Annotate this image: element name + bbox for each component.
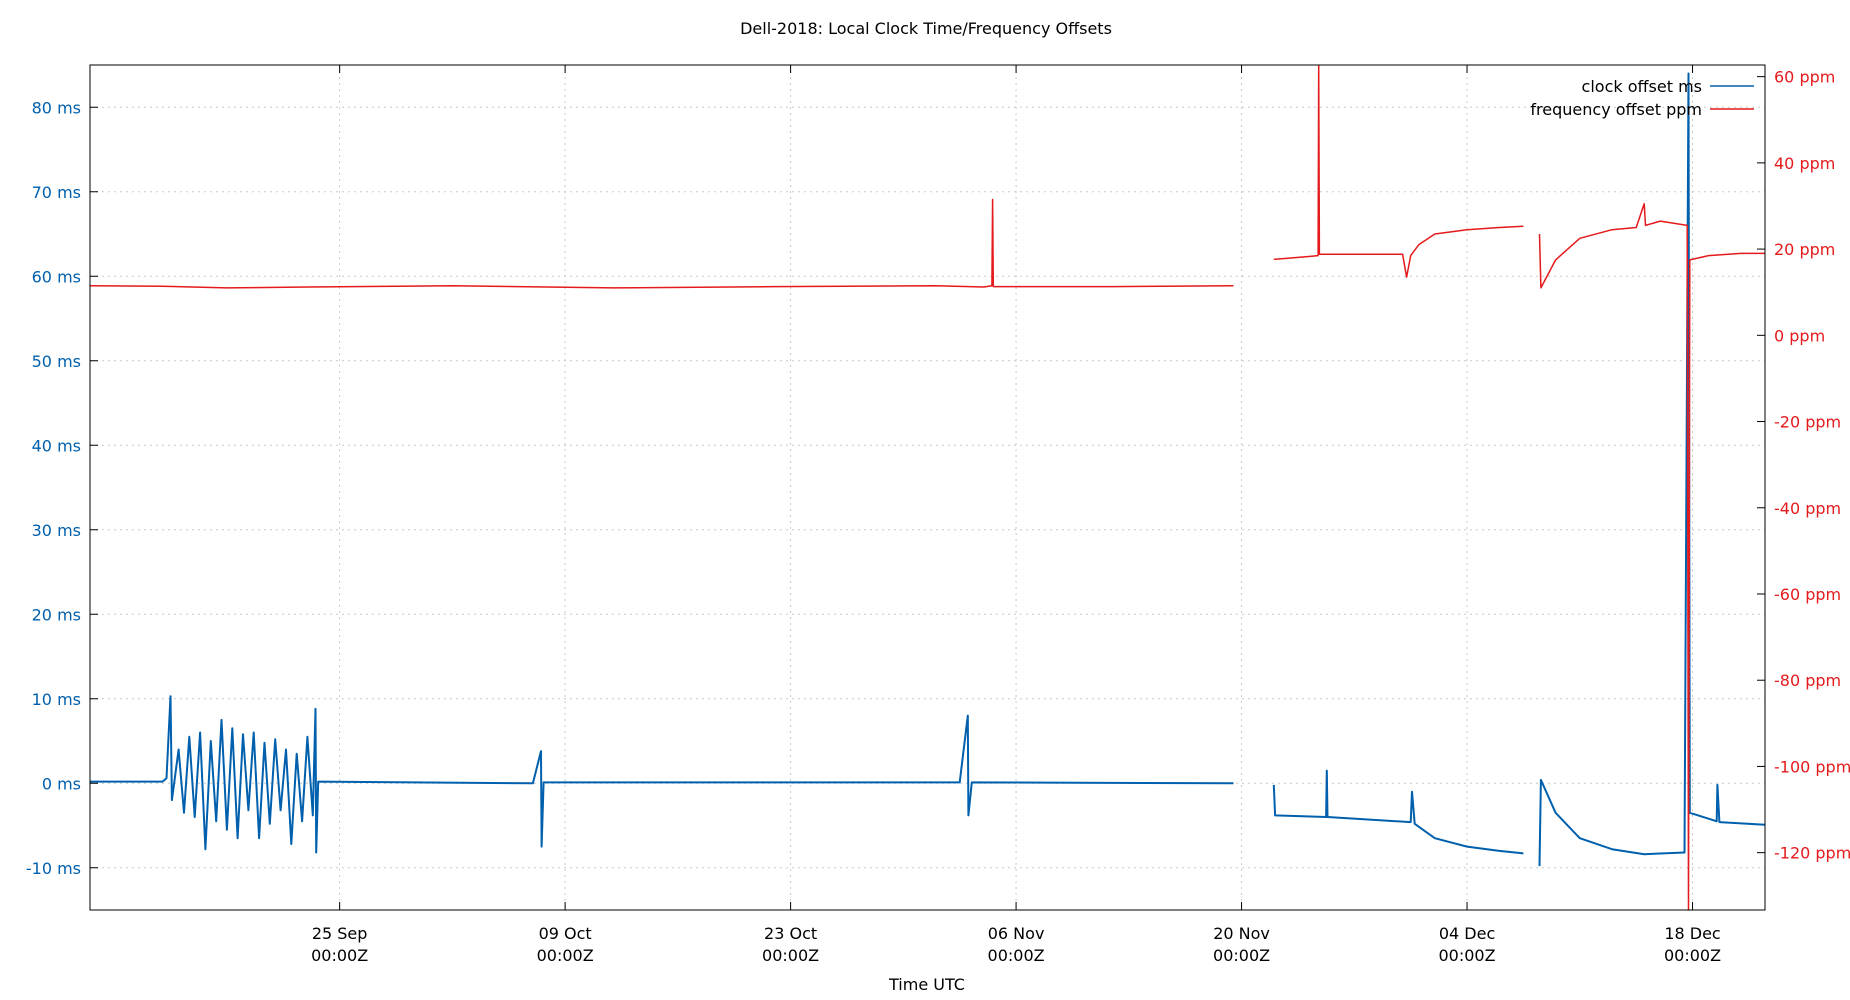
y-left-tick-label: 80 ms <box>32 98 81 117</box>
y-right-tick-label: -40 ppm <box>1774 499 1841 518</box>
y-right-tick-label: 20 ppm <box>1774 240 1835 259</box>
x-tick-label: 20 Nov <box>1213 924 1270 943</box>
y-right-tick-label: 40 ppm <box>1774 154 1835 173</box>
y-right-axis: -120 ppm -100 ppm -80 ppm -60 ppm -40 ppm -20… <box>1757 68 1850 863</box>
x-tick-label: 25 Sep <box>312 924 368 943</box>
x-tick-label-time: 00:00Z <box>1664 946 1721 965</box>
chart-title: Dell-2018: Local Clock Time/Frequency Of… <box>740 19 1112 38</box>
x-tick-label-time: 00:00Z <box>1213 946 1270 965</box>
y-left-tick-label: -10 ms <box>26 859 81 878</box>
x-tick-label-time: 00:00Z <box>311 946 368 965</box>
y-left-tick-label: 20 ms <box>32 605 81 624</box>
y-right-tick-label: 0 ppm <box>1774 326 1825 345</box>
x-tick-label: 09 Oct <box>539 924 592 943</box>
x-tick-label-time: 00:00Z <box>762 946 819 965</box>
x-axis-label: Time UTC <box>888 975 965 994</box>
y-right-tick-label: -120 ppm <box>1774 844 1850 863</box>
y-right-tick-label: -100 ppm <box>1774 757 1850 776</box>
y-right-tick-label: -20 ppm <box>1774 413 1841 432</box>
y-left-axis: -10 ms 0 ms 10 ms 20 ms 30 ms 40 ms 50 ms 60 ms… <box>26 98 98 878</box>
series-layer <box>89 65 1766 911</box>
y-left-tick-label: 60 ms <box>32 267 81 286</box>
y-right-tick-label: -80 ppm <box>1774 671 1841 690</box>
series-line-frequency-offset <box>89 65 1765 911</box>
x-tick-label-time: 00:00Z <box>537 946 594 965</box>
y-right-tick-label: 60 ppm <box>1774 68 1835 87</box>
y-right-tick-label: -60 ppm <box>1774 585 1841 604</box>
legend: clock offset ms frequency offset ppm <box>1530 77 1754 119</box>
x-tick-label: 04 Dec <box>1439 924 1495 943</box>
x-tick-label: 18 Dec <box>1664 924 1720 943</box>
plot-frame <box>89 64 1766 911</box>
y-left-tick-label: 40 ms <box>32 436 81 455</box>
x-axis: 25 Sep 00:00Z 09 Oct 00:00Z 23 Oct 00:00Z 06 N… <box>311 65 1721 965</box>
y-left-tick-label: 50 ms <box>32 352 81 371</box>
legend-label: clock offset ms <box>1582 77 1702 96</box>
x-tick-label: 06 Nov <box>988 924 1045 943</box>
legend-label: frequency offset ppm <box>1530 100 1702 119</box>
y-left-tick-label: 0 ms <box>42 774 81 793</box>
x-tick-label-time: 00:00Z <box>1439 946 1496 965</box>
y-left-tick-label: 70 ms <box>32 183 81 202</box>
series-line-clock-offset <box>90 72 1766 867</box>
x-tick-label: 23 Oct <box>764 924 817 943</box>
y-left-tick-label: 30 ms <box>32 521 81 540</box>
y-left-tick-label: 10 ms <box>32 690 81 709</box>
x-tick-label-time: 00:00Z <box>988 946 1045 965</box>
